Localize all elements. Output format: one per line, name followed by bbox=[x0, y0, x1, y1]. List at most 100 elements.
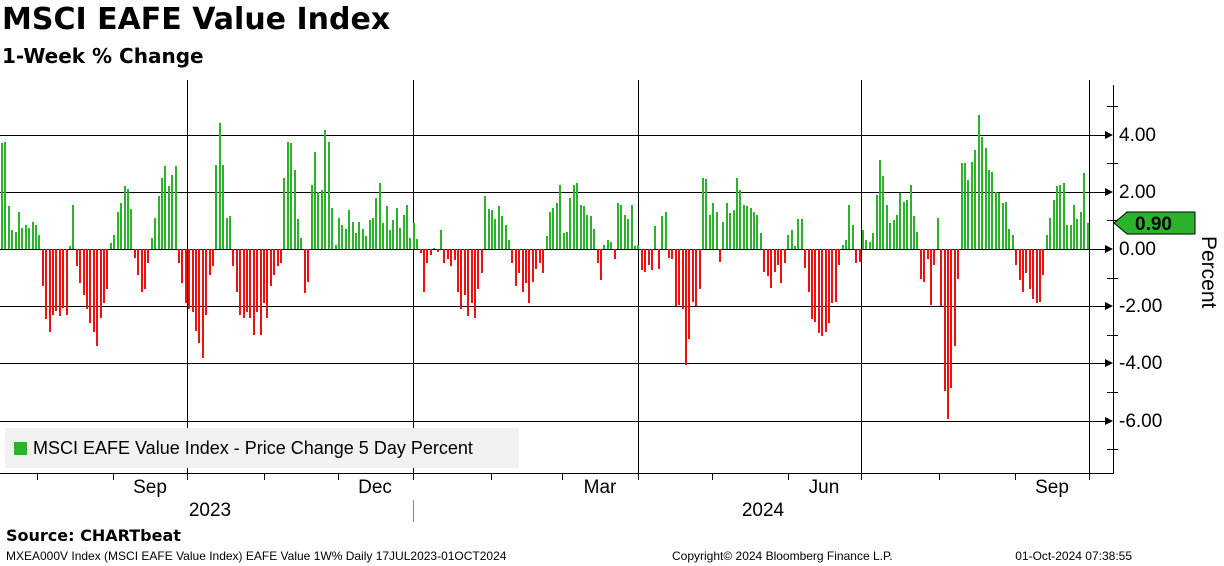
y-axis-spine bbox=[1113, 85, 1114, 474]
bar bbox=[388, 230, 391, 250]
y-tick-label: -6.00 bbox=[1119, 410, 1163, 432]
bar bbox=[695, 249, 698, 307]
bar bbox=[650, 249, 653, 271]
footer-timestamp: 01-Oct-2024 07:38:55 bbox=[1015, 549, 1132, 563]
bar bbox=[1086, 223, 1089, 250]
bar bbox=[11, 230, 14, 250]
bar bbox=[759, 233, 762, 250]
legend-label: MSCI EAFE Value Index - Price Change 5 D… bbox=[33, 438, 473, 458]
bar bbox=[780, 249, 783, 284]
y-tick-line bbox=[1089, 249, 1110, 251]
bar bbox=[817, 249, 820, 334]
bar bbox=[188, 249, 191, 310]
gridline-h bbox=[0, 191, 1089, 193]
bar bbox=[545, 236, 548, 250]
bar bbox=[715, 211, 718, 250]
bar bbox=[562, 233, 565, 250]
bar bbox=[861, 230, 864, 250]
bar bbox=[72, 204, 75, 250]
bar bbox=[399, 227, 402, 250]
bar bbox=[746, 206, 749, 250]
bar bbox=[426, 249, 429, 264]
bar bbox=[831, 249, 834, 304]
x-month-label: Jun bbox=[808, 477, 840, 498]
bar bbox=[460, 249, 463, 310]
y-minor-tick bbox=[1107, 220, 1118, 222]
bar bbox=[576, 183, 579, 250]
gridline-h bbox=[0, 249, 1089, 251]
gridline-v bbox=[1089, 80, 1090, 473]
bar bbox=[569, 197, 572, 250]
bar bbox=[1001, 203, 1004, 250]
bar bbox=[630, 204, 633, 250]
bar bbox=[1038, 249, 1041, 302]
bar bbox=[521, 249, 524, 292]
bar bbox=[392, 220, 395, 250]
bar bbox=[409, 237, 412, 250]
bar bbox=[593, 229, 596, 250]
source-line: Source: CHARTbeat bbox=[6, 526, 181, 545]
plot-area[interactable] bbox=[0, 80, 1090, 473]
bar bbox=[7, 206, 10, 250]
bar bbox=[814, 249, 817, 322]
legend[interactable]: MSCI EAFE Value Index - Price Change 5 D… bbox=[5, 428, 519, 468]
bar bbox=[419, 249, 422, 254]
bar bbox=[885, 204, 888, 250]
bar bbox=[1072, 204, 1075, 250]
bar bbox=[834, 249, 837, 302]
bar bbox=[239, 249, 242, 315]
bar bbox=[314, 151, 317, 250]
bar bbox=[674, 249, 677, 307]
bar bbox=[739, 190, 742, 250]
x-tick bbox=[187, 474, 188, 480]
bar bbox=[137, 249, 140, 275]
y-minor-tick bbox=[1107, 106, 1118, 108]
bar bbox=[555, 203, 558, 250]
bar bbox=[899, 193, 902, 250]
bar bbox=[606, 240, 609, 250]
x-month-label: Sep bbox=[1035, 477, 1069, 498]
bar bbox=[242, 249, 245, 318]
y-tick-label: 4.00 bbox=[1119, 124, 1156, 146]
bar bbox=[1, 143, 3, 250]
bar bbox=[770, 249, 773, 288]
bar bbox=[422, 249, 425, 292]
chart-subtitle: 1-Week % Change bbox=[2, 44, 204, 68]
bar bbox=[382, 223, 385, 250]
bar bbox=[722, 221, 725, 250]
bar bbox=[960, 163, 963, 250]
x-month-label: Dec bbox=[358, 477, 392, 498]
bar bbox=[702, 177, 705, 250]
bar bbox=[181, 249, 184, 284]
bar bbox=[940, 249, 943, 307]
bar bbox=[688, 249, 691, 340]
bar bbox=[1011, 234, 1014, 250]
bar bbox=[868, 241, 871, 250]
bar bbox=[640, 249, 643, 271]
bar bbox=[378, 183, 381, 250]
bar bbox=[157, 196, 160, 250]
x-tick bbox=[264, 474, 265, 480]
bar bbox=[470, 249, 473, 304]
bar bbox=[508, 240, 511, 250]
bar bbox=[504, 224, 507, 250]
bar bbox=[92, 249, 95, 332]
bar bbox=[433, 247, 436, 250]
bar bbox=[215, 164, 218, 250]
bar bbox=[647, 249, 650, 265]
bar bbox=[851, 224, 854, 250]
bar bbox=[385, 206, 388, 250]
last-price-badge[interactable]: 0.90 bbox=[1112, 209, 1198, 237]
bar bbox=[889, 223, 892, 250]
y-tick-arrow-icon bbox=[1105, 130, 1113, 139]
bar bbox=[790, 230, 793, 250]
bar bbox=[725, 203, 728, 250]
bar bbox=[705, 178, 708, 250]
x-tick bbox=[491, 474, 492, 480]
bar bbox=[140, 249, 143, 292]
bar bbox=[405, 204, 408, 250]
bar bbox=[123, 186, 126, 250]
bar bbox=[429, 249, 432, 255]
bar bbox=[919, 249, 922, 280]
bar bbox=[797, 219, 800, 250]
